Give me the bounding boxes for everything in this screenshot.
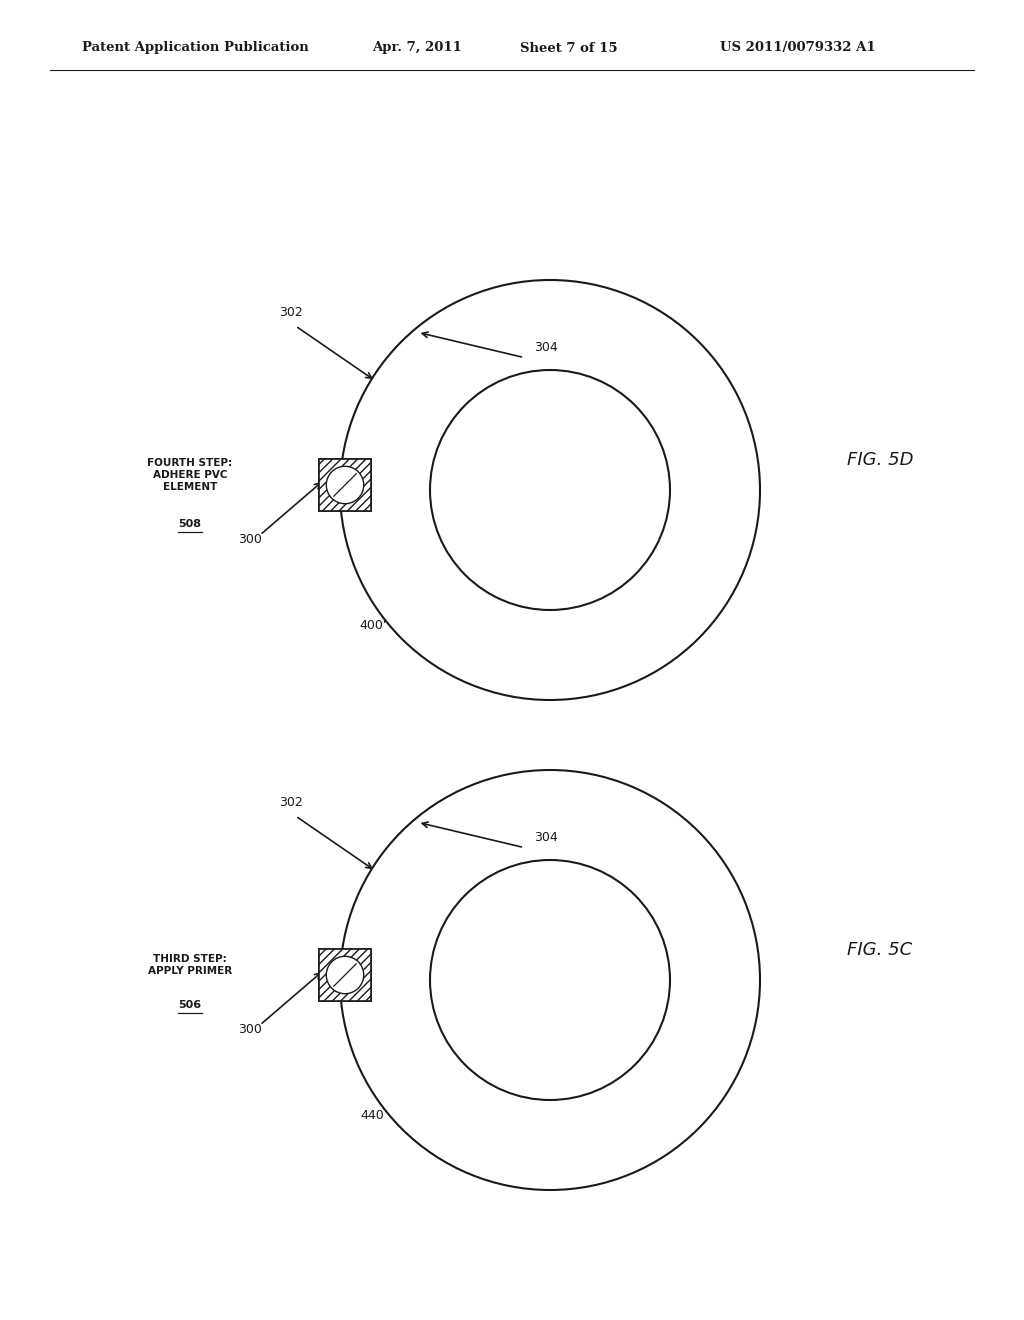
Text: US 2011/0079332 A1: US 2011/0079332 A1 <box>720 41 876 54</box>
Text: FIG. 5D: FIG. 5D <box>847 451 913 469</box>
Text: Apr. 7, 2011: Apr. 7, 2011 <box>372 41 462 54</box>
Bar <box>319 459 371 511</box>
Text: 302: 302 <box>279 306 302 319</box>
Bar <box>319 949 371 1001</box>
Text: 400': 400' <box>359 619 386 631</box>
Circle shape <box>327 956 364 994</box>
Text: 440: 440 <box>360 1109 385 1122</box>
Text: 508: 508 <box>178 519 202 529</box>
Circle shape <box>327 466 364 504</box>
Text: 300: 300 <box>238 533 262 546</box>
Text: Sheet 7 of 15: Sheet 7 of 15 <box>520 41 617 54</box>
Text: FOURTH STEP:
ADHERE PVC
ELEMENT: FOURTH STEP: ADHERE PVC ELEMENT <box>147 458 232 491</box>
Text: FIG. 5C: FIG. 5C <box>848 941 912 960</box>
Text: 304: 304 <box>535 341 558 354</box>
Text: 304: 304 <box>535 830 558 843</box>
Text: THIRD STEP:
APPLY PRIMER: THIRD STEP: APPLY PRIMER <box>147 954 232 975</box>
Text: 506: 506 <box>178 1001 202 1010</box>
Text: Patent Application Publication: Patent Application Publication <box>82 41 309 54</box>
Bar <box>319 949 371 1001</box>
Bar <box>319 459 371 511</box>
Text: 302: 302 <box>279 796 302 809</box>
Text: 300: 300 <box>238 1023 262 1036</box>
